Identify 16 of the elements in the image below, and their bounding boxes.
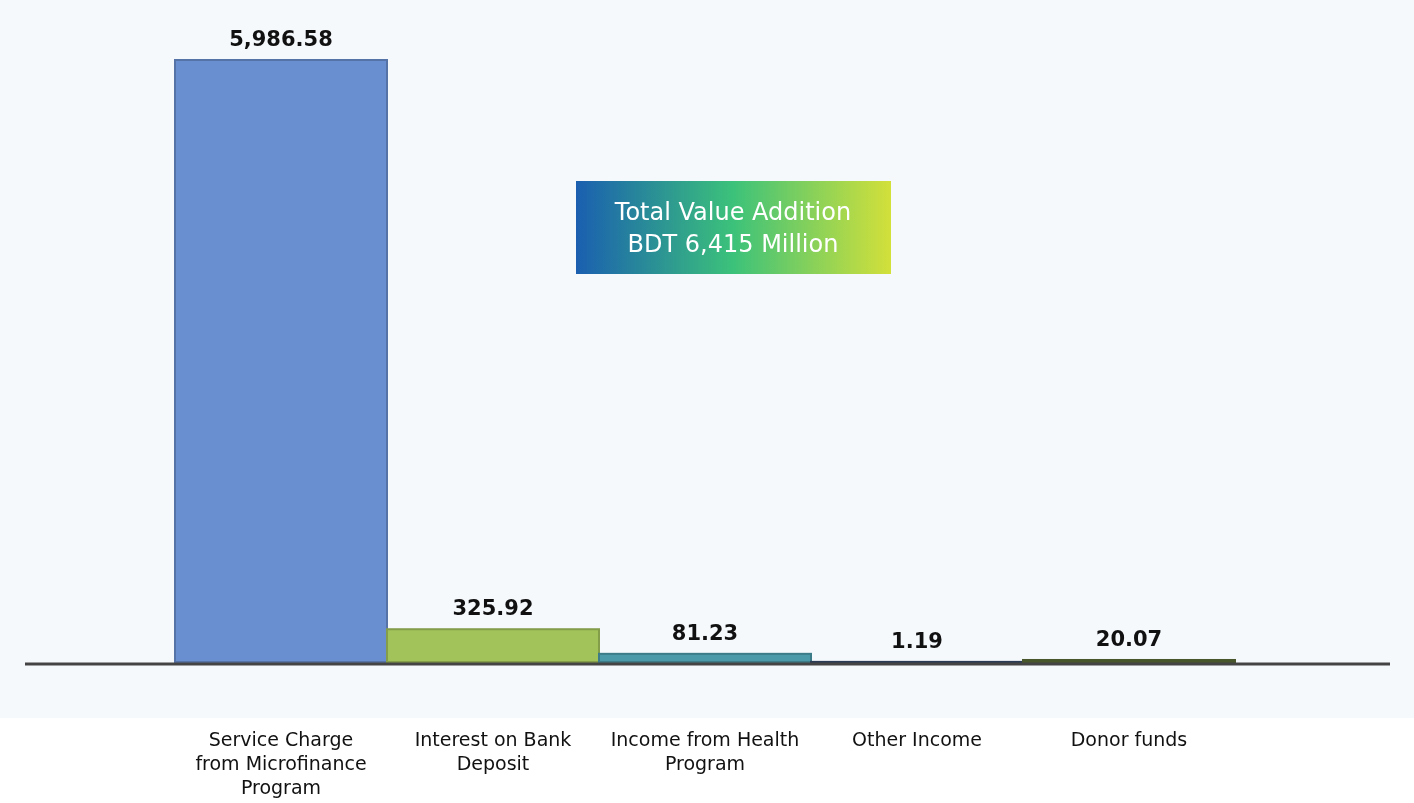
- bar: [1022, 658, 1236, 663]
- annotation: BDT 6,415 Million: [627, 230, 839, 258]
- annotation: Total Value Addition: [613, 198, 852, 226]
- data-label: 1.19: [891, 628, 943, 653]
- bar: [598, 652, 812, 663]
- x-tick-label: Interest on Bank Deposit: [414, 728, 572, 774]
- x-tick-label: Donor funds: [1070, 728, 1188, 750]
- x-tick-label: Income from Health Program: [610, 728, 800, 774]
- data-label: 20.07: [1095, 626, 1163, 651]
- bar: [174, 59, 388, 663]
- data-label: 5,986.58: [229, 27, 333, 51]
- data-label: 325.92: [452, 596, 534, 621]
- data-label: 81.23: [671, 620, 739, 645]
- bar: [386, 628, 600, 663]
- x-tick-label: Service Charge from Microfinance Program: [195, 728, 367, 798]
- x-tick-label: Other Income: [852, 728, 982, 750]
